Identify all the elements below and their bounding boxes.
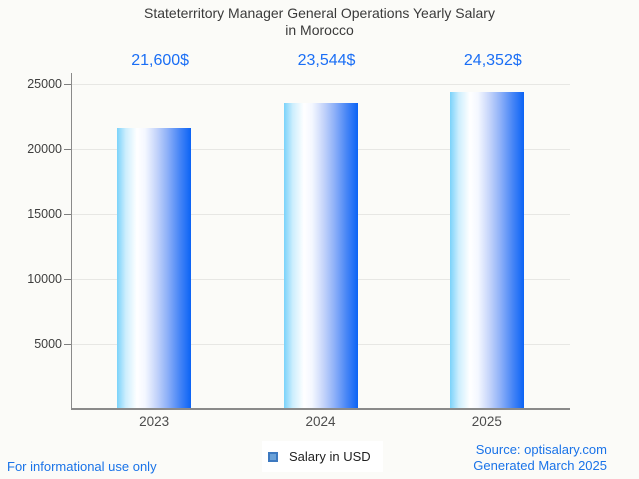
value-label-2023: 21,600$	[131, 52, 190, 69]
chart-title-line1: Stateterritory Manager General Operation…	[144, 5, 495, 21]
y-axis-tick	[64, 214, 71, 215]
legend: Salary in USD	[262, 441, 383, 472]
x-axis-line	[71, 408, 570, 410]
x-axis-label-2023: 2023	[139, 414, 170, 429]
bar-2024[interactable]	[283, 102, 358, 409]
bar-2025[interactable]	[449, 92, 524, 409]
legend-label: Salary in USD	[289, 449, 371, 464]
y-axis-label: 25000	[27, 77, 62, 91]
y-axis-tick	[64, 149, 71, 150]
generated-text: Generated March 2025	[473, 458, 607, 473]
disclaimer-text: For informational use only	[7, 459, 157, 474]
y-axis-tick	[64, 279, 71, 280]
y-axis-label: 10000	[27, 272, 62, 286]
gridline	[71, 84, 570, 85]
y-axis-line	[71, 73, 72, 409]
y-axis-tick	[64, 344, 71, 345]
source-link[interactable]: Source: optisalary.com	[475, 442, 607, 457]
x-axis-label-2025: 2025	[471, 414, 502, 429]
legend-swatch-icon	[268, 451, 278, 462]
value-label-2025: 24,352$	[463, 52, 522, 69]
y-axis-label: 15000	[27, 207, 62, 221]
value-label-2024: 23,544$	[297, 52, 356, 69]
bar-2023[interactable]	[117, 128, 192, 409]
y-axis-tick	[64, 84, 71, 85]
chart-title-line2: in Morocco	[285, 22, 354, 38]
x-axis-label-2024: 2024	[305, 414, 336, 429]
y-axis-label: 5000	[34, 337, 62, 351]
source-block: Source: optisalary.com Generated March 2…	[473, 442, 607, 474]
y-axis-label: 20000	[27, 142, 62, 156]
chart-title: Stateterritory Manager General Operation…	[0, 5, 639, 39]
